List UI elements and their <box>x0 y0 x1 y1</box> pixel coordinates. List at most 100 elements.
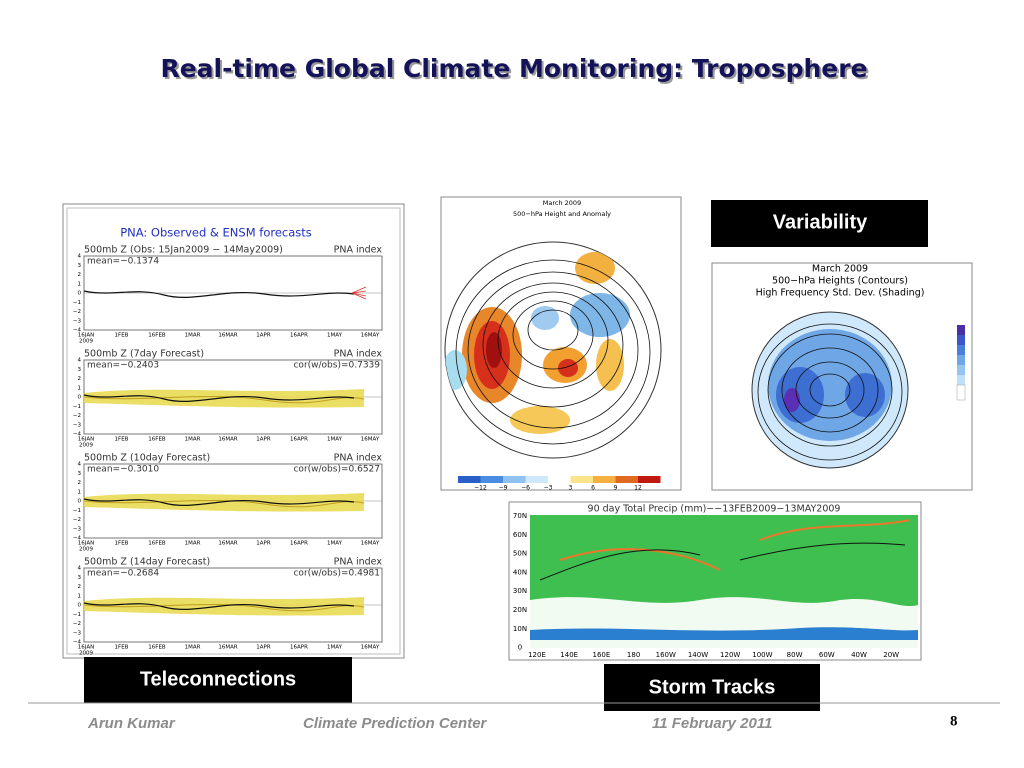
panel-heading: 500mb Z (10day Forecast) <box>84 453 210 464</box>
obs-line <box>83 290 355 298</box>
map-title: 90 day Total Precip (mm)−−13FEB2009−13MA… <box>588 504 841 515</box>
y-tick-label: 1 <box>78 593 82 599</box>
lon-label: 140E <box>560 651 578 659</box>
x-tick-label: 1APR <box>256 645 271 651</box>
y-tick-label: 3 <box>78 471 82 477</box>
y-tick-label: 1 <box>78 385 82 391</box>
x-tick-label: 1FEB <box>115 645 129 651</box>
panel-mean: mean=−0.2403 <box>87 361 159 371</box>
x-tick-label: 1MAR <box>185 645 201 651</box>
colorbar <box>956 325 966 401</box>
lon-label: 120W <box>720 651 740 659</box>
y-tick-label: 4 <box>78 566 82 572</box>
x-tick-label: 1MAY <box>327 437 343 443</box>
colorbar-cell <box>593 476 616 483</box>
lon-label: 160W <box>656 651 676 659</box>
y-tick-label: 0 <box>78 291 82 297</box>
obs-line <box>83 498 355 506</box>
lon-label: 80W <box>787 651 803 659</box>
colorbar-tick-label: 3 <box>569 485 573 492</box>
colorbar-tick-label: 6 <box>591 485 595 492</box>
map-subtitle: 500−hPa Height and Anomaly <box>513 210 611 218</box>
y-tick-label: −1 <box>73 404 81 410</box>
dry-zone <box>530 597 918 648</box>
y-tick-label: 2 <box>78 272 82 278</box>
lat-label: 60N <box>513 531 527 539</box>
colorbar-cell <box>548 476 571 483</box>
colorbar-tick-label: −9 <box>499 485 508 492</box>
lon-label: 180 <box>627 651 640 659</box>
colorbar-tick-label: 9 <box>614 485 618 492</box>
storm-track <box>539 542 906 581</box>
lat-label: 50N <box>513 550 527 558</box>
map-title: March 2009 <box>812 264 868 275</box>
y-tick-label: −4 <box>73 432 82 438</box>
colorbar-cell <box>503 476 526 483</box>
x-tick-label: 1FEB <box>115 437 129 443</box>
panel-cor: cor(w/obs)=0.4981 <box>293 569 380 579</box>
label-box <box>711 200 928 247</box>
y-tick-label: 4 <box>78 254 82 260</box>
label: Storm Tracks <box>649 676 776 698</box>
lon-label: 160E <box>593 651 611 659</box>
y-tick-label: −4 <box>73 640 82 646</box>
lon-label: 20W <box>883 651 899 659</box>
x-tick-label: 16MAY <box>361 437 380 443</box>
x-tick-label: 16FEB <box>148 437 166 443</box>
y-tick-label: 4 <box>78 358 82 364</box>
y-tick-label: −3 <box>73 422 82 428</box>
colorbar-cell <box>525 476 548 483</box>
footer-author: Arun Kumar <box>87 715 176 732</box>
colorbar: −12 −9 −6 −3 3 6 9 12 <box>458 476 661 492</box>
figure-title: PNA: Observed & ENSM forecasts <box>120 226 312 240</box>
x-tick-label: 16JAN <box>78 333 94 339</box>
panel-heading: 500mb Z (Obs: 15Jan2009 − 14May2009) <box>84 245 283 256</box>
x-tick-label: 16JAN <box>78 437 94 443</box>
y-tick-label: 1 <box>78 489 82 495</box>
lon-label: 120E <box>528 651 546 659</box>
pna-panel: 500mb Z (Obs: 15Jan2009 − 14May2009) PNA … <box>73 245 383 345</box>
panel-index: PNA index <box>334 349 383 360</box>
lat-label: 10N <box>513 625 527 633</box>
x-tick-label: 1MAY <box>327 333 343 339</box>
y-tick-label: −2 <box>73 517 81 523</box>
label: Variability <box>773 211 868 233</box>
x-tick-label: 16MAY <box>361 645 380 651</box>
precip-map: 90 day Total Precip (mm)−−13FEB2009−13MA… <box>508 501 922 661</box>
precip-axes: 70N 60N 50N 40N 30N 20N 10N 0 120E 140E 160E 180 160… <box>513 512 899 659</box>
forecast-line <box>83 604 365 612</box>
variability-map: March 2009 500−hPa Heights (Contours) Hi… <box>711 262 973 491</box>
colorbar-cell <box>480 476 503 483</box>
colorbar-tick-label: −12 <box>474 485 487 492</box>
colorbar-cell <box>458 476 481 483</box>
y-tick-label: −1 <box>73 612 81 618</box>
y-tick-label: −2 <box>73 309 81 315</box>
y-tick-label: 0 <box>78 395 82 401</box>
colorbar-tick-label: −6 <box>521 485 530 492</box>
obs-line <box>83 394 355 402</box>
contours <box>455 259 651 445</box>
title: Real-time Global Climate Monitoring: Tro… <box>160 54 867 83</box>
x-tick-label: 1APR <box>256 333 271 339</box>
y-tick-label: 2 <box>78 376 82 382</box>
footer-organization: Climate Prediction Center <box>303 715 488 732</box>
colorbar-cell <box>615 476 638 483</box>
lon-label: 140W <box>688 651 708 659</box>
colorbar-tick-label: 12 <box>634 485 642 492</box>
obs-line <box>83 602 355 610</box>
lat-label: 20N <box>513 606 527 614</box>
page-number: 8 <box>950 713 958 729</box>
x-tick-label: 16MAR <box>218 645 238 651</box>
map-subtitle: High Frequency Std. Dev. (Shading) <box>756 288 925 299</box>
lat-label: 30N <box>513 587 527 595</box>
x-tick-label: 1APR <box>256 437 271 443</box>
panel-heading: 500mb Z (14day Forecast) <box>84 557 210 568</box>
x-tick-label: 16FEB <box>148 645 166 651</box>
x-tick-label: 16JAN <box>78 541 94 547</box>
y-tick-label: −1 <box>73 508 81 514</box>
y-tick-label: 2 <box>78 584 82 590</box>
colorbar-cell <box>638 476 661 483</box>
pna-panel: 500mb Z (10day Forecast) PNA indexcor(w/o… <box>73 453 383 553</box>
forecast-line <box>83 500 365 508</box>
